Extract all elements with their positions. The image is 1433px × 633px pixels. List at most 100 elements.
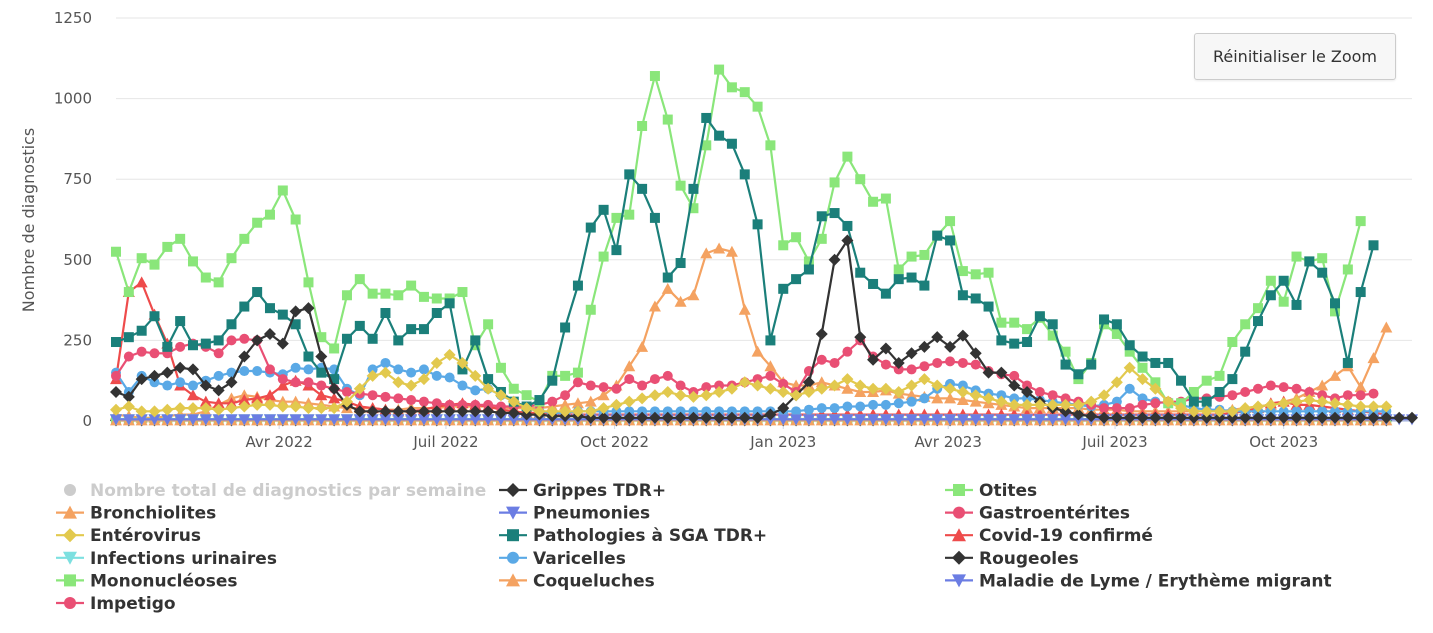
data-point [674, 411, 687, 424]
data-point [892, 414, 905, 426]
legend-item-enterovirus[interactable]: Entérovirus [56, 526, 201, 546]
data-point [778, 283, 789, 294]
data-point [841, 373, 854, 386]
data-point [1265, 275, 1276, 286]
data-point [1188, 396, 1199, 407]
legend-symbol [63, 551, 77, 565]
data-point [777, 402, 790, 415]
data-point [945, 216, 956, 227]
data-point [932, 230, 943, 241]
data-point [816, 403, 827, 414]
data-point [341, 290, 352, 301]
legend-item-bronchiolites[interactable]: Bronchiolites [56, 504, 216, 524]
legend-item-gastroenterites[interactable]: Gastroentérites [945, 504, 1130, 524]
data-point [187, 256, 198, 267]
legend-label: Pneumonies [533, 504, 650, 524]
legend-item-nombre-total-de-diagnostics-par-semaine[interactable]: Nombre total de diagnostics par semaine [64, 481, 486, 501]
data-point [495, 362, 506, 373]
data-point [597, 411, 610, 424]
data-point [1354, 400, 1367, 413]
data-point [315, 414, 328, 426]
legend-item-mononucleoses[interactable]: Mononucléoses [56, 571, 237, 591]
legend-item-coqueluches[interactable]: Coqueluches [499, 571, 655, 591]
legend-symbol [953, 484, 965, 496]
data-point [764, 382, 777, 395]
legend-item-rougeoles[interactable]: Rougeoles [945, 549, 1079, 569]
data-point [1239, 411, 1252, 424]
data-point [380, 391, 391, 402]
data-point [290, 377, 301, 388]
legend-item-pathologies-a-sga-tdr[interactable]: Pathologies à SGA TDR+ [499, 526, 767, 546]
data-point [611, 245, 622, 256]
data-point [957, 266, 968, 277]
legend-item-grippes-tdr[interactable]: Grippes TDR+ [499, 481, 666, 501]
legend-item-otites[interactable]: Otites [945, 481, 1037, 501]
data-point [1265, 290, 1276, 301]
legend-item-varicelles[interactable]: Varicelles [499, 549, 626, 569]
data-point [290, 319, 301, 330]
data-point [970, 359, 981, 370]
data-point [1240, 386, 1251, 397]
data-point [534, 395, 545, 406]
legend-label: Grippes TDR+ [533, 481, 666, 501]
data-point [1355, 216, 1366, 227]
data-point [406, 367, 417, 378]
reset-zoom-button[interactable]: Réinitialiser le Zoom [1194, 33, 1396, 80]
data-point [1187, 411, 1200, 424]
data-point [1099, 314, 1110, 325]
data-point [1022, 337, 1033, 348]
data-point [982, 414, 995, 426]
data-point [380, 307, 391, 318]
data-point [1124, 346, 1135, 357]
data-point [1380, 400, 1393, 413]
legend-item-covid-19-confirme[interactable]: Covid-19 confirmé [945, 526, 1153, 546]
data-point [879, 382, 892, 395]
data-point [303, 351, 314, 362]
data-point [1240, 319, 1251, 330]
data-point [520, 402, 533, 415]
data-point [354, 320, 365, 331]
data-point [392, 414, 405, 426]
data-point [969, 347, 982, 360]
data-point [1367, 352, 1380, 364]
data-point [571, 397, 584, 409]
data-point [405, 405, 418, 418]
legend-item-maladie-de-lyme-erytheme-migrant[interactable]: Maladie de Lyme / Erythème migrant [945, 571, 1332, 591]
legend-symbol [953, 506, 965, 519]
data-point [238, 400, 251, 413]
data-point [918, 373, 931, 386]
data-point [276, 400, 289, 413]
data-point [379, 366, 392, 379]
data-point [1137, 351, 1148, 362]
data-point [585, 380, 596, 391]
data-point [829, 208, 840, 219]
data-point [867, 414, 880, 426]
data-point [674, 295, 687, 307]
legend[interactable]: Nombre total de diagnostics par semaine G… [56, 481, 1332, 614]
data-point [1098, 389, 1111, 402]
data-point [1226, 405, 1239, 418]
data-point [1009, 317, 1020, 328]
data-point [533, 405, 546, 418]
data-point [186, 363, 199, 376]
legend-item-pneumonies[interactable]: Pneumonies [499, 504, 650, 524]
data-point [636, 392, 649, 405]
data-point [226, 335, 237, 346]
data-point [855, 401, 866, 412]
data-point [637, 121, 648, 132]
data-point [238, 394, 251, 406]
legend-item-impetigo[interactable]: Impetigo [56, 594, 176, 614]
data-point [1008, 398, 1021, 411]
legend-item-infections-urinaires[interactable]: Infections urinaires [56, 549, 277, 569]
data-point [494, 406, 507, 419]
data-point [379, 414, 392, 426]
data-point [1341, 411, 1354, 424]
data-point [1008, 414, 1021, 426]
data-point [1111, 403, 1122, 414]
data-point [263, 414, 276, 426]
data-point [868, 278, 879, 289]
data-point [393, 364, 404, 375]
data-point [829, 403, 840, 414]
legend-label: Nombre total de diagnostics par semaine [90, 481, 486, 501]
data-point [367, 364, 378, 375]
